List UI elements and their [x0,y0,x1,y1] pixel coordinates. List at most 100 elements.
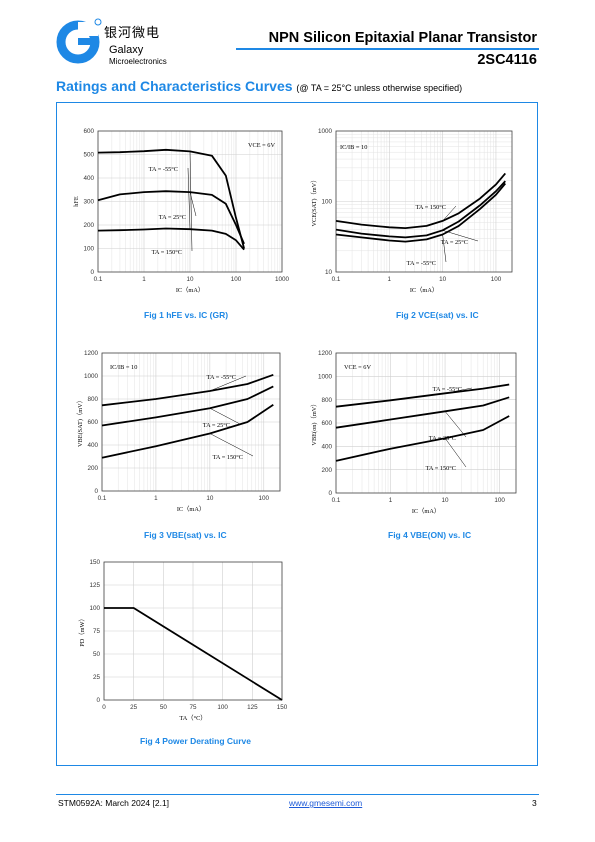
y-axis-label: hFE [73,196,80,207]
y-tick-label: 0 [90,269,94,276]
chart-vcesat-vs-ic: 0.1 1 10 100 10 100 1000 IC（mA） VCE(SAT)（mV） IC/I… [311,122,522,298]
x-tick-label: 100 [231,276,242,283]
y-tick-label: 100 [89,605,100,612]
series-line [335,180,506,239]
series-leader-line [209,375,247,392]
series-line [101,404,274,459]
series-label: TA = -55°C [433,386,462,393]
y-tick-label: 200 [321,467,332,474]
chart-condition-note: IC/IB = 10 [340,144,367,151]
series-line [97,148,245,249]
x-axis-label: IC（mA） [177,506,205,513]
website-link[interactable]: www.gmesemi.com [289,798,363,808]
y-tick-label: 0 [96,697,100,704]
x-tick-label: 1000 [275,276,290,283]
footer-website[interactable]: www.gmesemi.com [289,798,362,808]
series-leader-line [442,234,447,263]
series-leader-line [444,438,467,468]
y-tick-label: 25 [93,674,101,681]
chart-condition-note: VCE = 6V [248,142,275,149]
x-axis-label: TA（°C） [179,715,206,722]
series-leader-line [444,411,467,438]
logo-name: Galaxy [109,44,144,56]
chart-vbeon-vs-ic: 0.1 1 10 100 0 200 400 600 800 1000 1200 IC（mA） VBE(… [311,344,522,520]
x-axis-label: IC（mA） [176,287,204,294]
y-tick-label: 300 [83,199,94,206]
page-title: NPN Silicon Epitaxial Planar Transistor [268,30,537,46]
x-tick-label: 0.1 [98,495,107,502]
part-number: 2SC4116 [477,52,537,68]
y-tick-label: 600 [87,419,98,426]
series-line [101,373,274,407]
x-tick-label: 10 [186,276,194,283]
series-leader-line [442,205,457,222]
y-tick-label: 100 [83,246,94,253]
section-title: Ratings and Characteristics Curves [56,78,293,94]
logo-chinese-name: 银河微电 [104,26,161,41]
galaxy-logo-icon [56,18,102,64]
y-axis-label: VBE(on)（mV） [311,400,318,445]
x-tick-label: 10 [442,497,450,504]
series-leader-line [209,407,241,425]
y-tick-label: 500 [83,152,94,159]
x-tick-label: 1 [389,497,393,504]
series-line [104,607,283,701]
series-leader-line [209,433,254,457]
y-tick-label: 1000 [318,374,333,381]
series-label: TA = 150°C [426,465,456,472]
x-tick-label: 10 [206,495,214,502]
plot-area-border [101,352,281,492]
company-logo: 银河微电 Galaxy Microelectronics [56,16,196,68]
x-tick-label: 1 [388,276,392,283]
y-tick-label: 1000 [318,128,333,135]
plot-area-border [97,130,283,273]
series-label: TA = 25°C [441,239,468,246]
x-tick-label: 0.1 [94,276,103,283]
chart-hfe-vs-ic: 0.1 1 10 100 1000 0 100 200 300 400 500 600 IC（mA） hF… [70,122,290,298]
section-condition: (@ TA = 25°C unless otherwise specified) [296,83,463,93]
section-heading: Ratings and Characteristics Curves (@ TA… [56,78,462,94]
x-tick-label: 100 [259,495,270,502]
x-tick-label: 125 [247,704,258,711]
fig3-caption: Fig 3 VBE(sat) vs. IC [144,530,227,540]
plot-area-border [335,130,513,273]
fig2-caption: Fig 2 VCE(sat) vs. IC [396,310,479,320]
y-tick-label: 0 [94,488,98,495]
y-tick-label: 400 [321,444,332,451]
charts-frame [56,102,538,766]
x-tick-label: 0 [102,704,106,711]
y-tick-label: 800 [87,396,98,403]
x-tick-label: 75 [189,704,197,711]
x-tick-label: 10 [439,276,447,283]
x-tick-label: 1 [154,495,158,502]
series-label: TA = -55°C [407,260,436,267]
chart-power-derating: 0 25 50 75 100 125 150 0 25 50 75 100 125 150 TA（°C） PD… [70,552,295,728]
series-leader-line [445,387,473,394]
y-tick-label: 1200 [318,350,333,357]
series-label: TA = 25°C [203,422,230,429]
series-label: TA = -55°C [207,374,236,381]
fig4-caption: Fig 4 VBE(ON) vs. IC [388,530,472,540]
logo-subname: Microelectronics [109,57,167,66]
y-tick-label: 1000 [84,373,99,380]
x-tick-label: 50 [160,704,168,711]
chart-vbesat-vs-ic: 0.1 1 10 100 0 200 400 600 800 1000 1200 IC（mA） VBE(… [70,344,290,520]
y-tick-label: 200 [87,465,98,472]
y-axis-label: PD（mW） [79,615,86,647]
chart-condition-note: VCE = 6V [344,364,371,371]
series-label: TA = 25°C [429,435,456,442]
series-label: TA = 25°C [159,214,186,221]
chart-condition-note: IC/IB = 10 [110,364,137,371]
x-tick-label: 0.1 [332,276,341,283]
x-tick-label: 100 [494,497,505,504]
series-label: TA = 150°C [213,454,243,461]
series-line [335,172,506,229]
header-divider [236,48,539,50]
y-tick-label: 800 [321,397,332,404]
x-tick-label: 1 [142,276,146,283]
x-tick-label: 100 [491,276,502,283]
y-tick-label: 400 [87,442,98,449]
fig5-caption: Fig 4 Power Derating Curve [140,736,251,746]
y-tick-label: 100 [321,199,332,206]
y-axis-label: VCE(SAT)（mV） [311,176,318,226]
